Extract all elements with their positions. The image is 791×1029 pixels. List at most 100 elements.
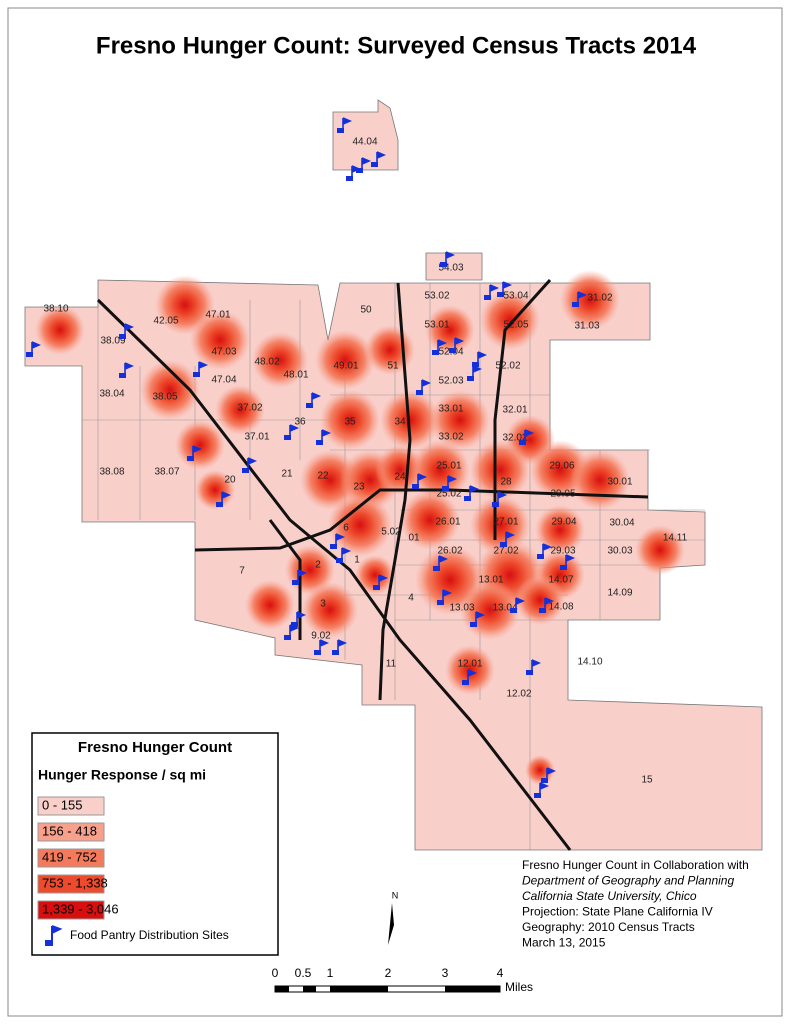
tract-label: 33.01 [438, 404, 463, 415]
tract-label: 23 [353, 482, 365, 493]
tract-label: 24 [394, 472, 406, 483]
tract-label: 38.07 [154, 467, 179, 478]
hotspot [480, 290, 540, 350]
scale-segment [445, 986, 500, 992]
tract-label: 25.01 [436, 461, 461, 472]
tract-label: 4 [408, 593, 414, 604]
tract-label: 48.01 [283, 370, 308, 381]
hotspot [560, 270, 620, 330]
tract-label: 37.02 [237, 403, 262, 414]
pantry-sites [26, 117, 588, 798]
north-arrow-shape [388, 903, 394, 945]
pantry-base [449, 348, 456, 353]
pantry-base [560, 565, 567, 570]
pantry-base [346, 176, 353, 181]
tract-label: 13.01 [478, 575, 503, 586]
tract-label: 3 [320, 599, 326, 610]
pantry-base [510, 608, 517, 613]
hotspot [302, 582, 358, 638]
tract-label: 14.07 [548, 575, 573, 586]
tract-label: 48.02 [254, 357, 279, 368]
tract-label: 42.05 [153, 316, 178, 327]
tract-label: 44.04 [352, 137, 377, 148]
scale-segment [330, 986, 388, 992]
tract-label: 15 [641, 775, 653, 786]
credit-line: March 13, 2015 [522, 936, 606, 950]
tract-label: 7 [239, 566, 245, 577]
pantry-base [284, 435, 291, 440]
tract-label: 29.04 [551, 517, 576, 528]
hotspot [515, 575, 565, 625]
map-title: Fresno Hunger Count: Surveyed Census Tra… [96, 32, 697, 59]
tract-label: 38.08 [99, 467, 124, 478]
highway [96, 298, 572, 851]
pantry-base [462, 680, 469, 685]
tract-label: 33.02 [438, 432, 463, 443]
tract-label: 37.01 [244, 432, 269, 443]
highway [194, 488, 649, 552]
tract-label: 52.02 [495, 361, 520, 372]
scale-unit: Miles [505, 980, 533, 994]
tract-label: 14.10 [577, 657, 602, 668]
credit-line: California State University, Chico [522, 889, 697, 903]
hotspot [252, 332, 308, 388]
pantry-base [467, 376, 474, 381]
pantry-base [412, 484, 419, 489]
credits: Fresno Hunger Count in Collaboration wit… [522, 858, 749, 950]
legend-label: 419 - 752 [42, 849, 97, 864]
tract-label: 27.02 [493, 546, 518, 557]
tract-label: 26.02 [437, 546, 462, 557]
tract-label: 53.02 [424, 291, 449, 302]
hotspot [215, 385, 265, 435]
tract-label: 28 [500, 477, 512, 488]
pantry-base [187, 456, 194, 461]
tract-label: 47.01 [205, 310, 230, 321]
scale-label: 0 [272, 966, 279, 980]
tract-label: 38.05 [152, 392, 177, 403]
pantry-base [572, 302, 579, 307]
pantry-base [500, 542, 507, 547]
tract-label: 29.03 [550, 546, 575, 557]
tract-label: 20 [224, 475, 236, 486]
pantry-base [336, 558, 343, 563]
pantry-base [316, 440, 323, 445]
hotspot [375, 445, 425, 495]
tract-label: 12.02 [506, 689, 531, 700]
hotspot [400, 490, 460, 550]
hotspot [320, 390, 380, 450]
hotspot [535, 505, 585, 555]
tract-label: 31.03 [574, 321, 599, 332]
credit-line: Fresno Hunger Count in Collaboration wit… [522, 858, 749, 872]
tract-label: 26.01 [435, 517, 460, 528]
tract-label: 29.06 [549, 461, 574, 472]
legend-swatch [37, 874, 105, 894]
frame [7, 7, 783, 1017]
hotspot [328, 493, 392, 557]
pantry-base [292, 580, 299, 585]
tract-label: 14.11 [663, 533, 688, 544]
tract-label: 30.04 [609, 518, 634, 529]
pantry-base [472, 362, 479, 367]
pantry-base [193, 372, 200, 377]
tract-label: 13.03 [449, 603, 474, 614]
pantry-base [26, 352, 33, 357]
pantry-base [437, 600, 444, 605]
legend-label: 156 - 418 [42, 823, 97, 838]
scale-label: 4 [497, 966, 504, 980]
tract-label: 32.01 [502, 405, 527, 416]
pantry-base [492, 502, 499, 507]
north-label: N [392, 890, 399, 900]
tract-label: 30.01 [607, 477, 632, 488]
pantry-base [470, 622, 477, 627]
north-arrow: N [388, 890, 398, 945]
tract-label: 38.09 [100, 336, 125, 347]
tract-label: 11 [386, 659, 397, 670]
scale-segment [303, 986, 316, 992]
legend-swatch [37, 796, 105, 816]
tract-label: 2 [315, 560, 321, 571]
tract-label: 27.01 [493, 517, 518, 528]
pantry-base [284, 635, 291, 640]
pantry-base [541, 778, 548, 783]
tract-label: 1 [354, 555, 360, 566]
legend-items: 0 - 155 156 - 418 419 - 752 753 - 1,338 1,33… [37, 796, 119, 920]
